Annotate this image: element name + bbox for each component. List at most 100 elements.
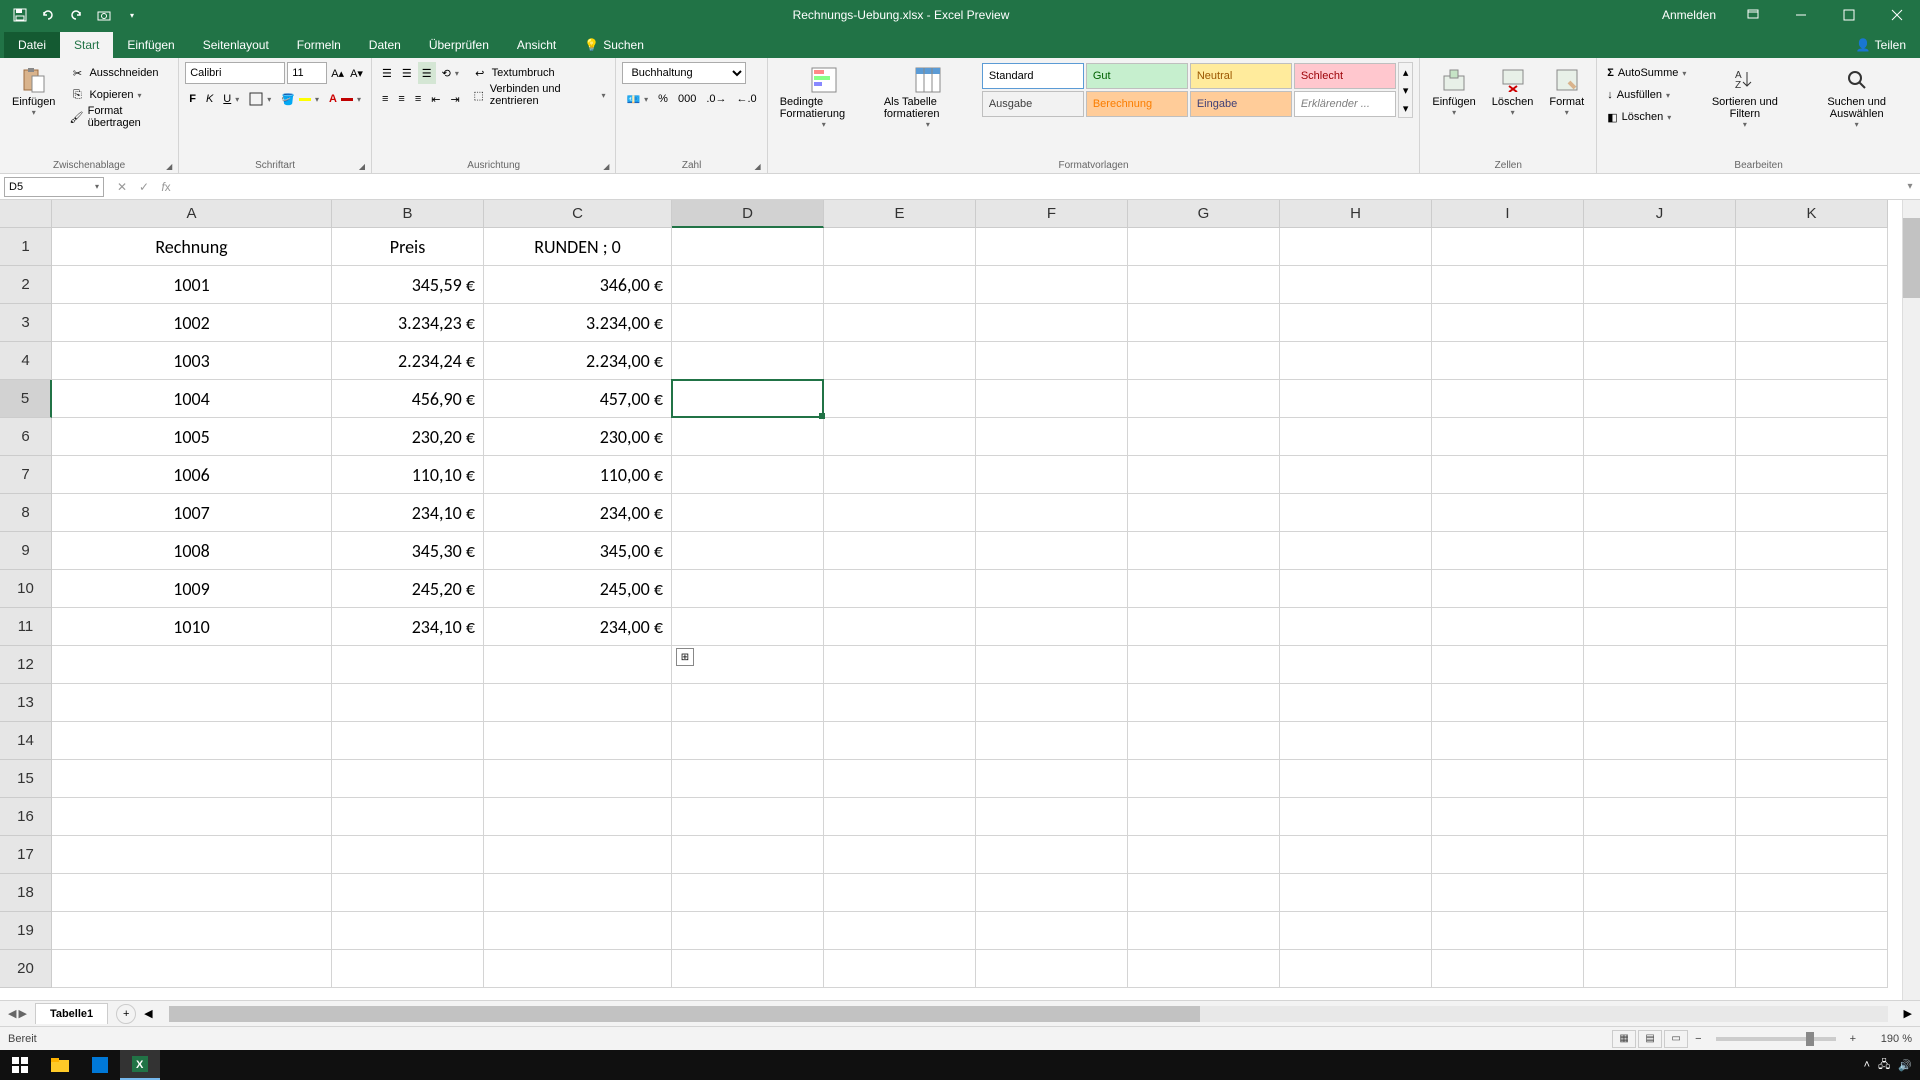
cell[interactable] (672, 494, 824, 532)
cell[interactable] (824, 760, 976, 798)
row-header[interactable]: 4 (0, 342, 52, 380)
insert-cells-button[interactable]: Einfügen▾ (1426, 62, 1481, 119)
column-header[interactable]: J (1584, 200, 1736, 228)
cell[interactable] (824, 342, 976, 380)
vertical-scrollbar[interactable] (1902, 200, 1920, 1000)
cell[interactable] (1584, 266, 1736, 304)
cell[interactable] (1280, 570, 1432, 608)
cell[interactable] (672, 912, 824, 950)
cell[interactable] (976, 532, 1128, 570)
formula-input[interactable] (180, 177, 1900, 197)
copy-button[interactable]: ⎘Kopieren▾ (65, 84, 172, 106)
cell[interactable] (976, 570, 1128, 608)
cell[interactable] (1432, 570, 1584, 608)
cell[interactable] (1280, 912, 1432, 950)
align-bottom-button[interactable]: ☰ (418, 62, 436, 84)
cell[interactable]: 234,00 € (484, 608, 672, 646)
cell[interactable]: 234,10 € (332, 494, 484, 532)
cell[interactable] (1128, 228, 1280, 266)
cell[interactable] (1736, 380, 1888, 418)
tab-pagelayout[interactable]: Seitenlayout (189, 32, 283, 58)
cell[interactable] (824, 228, 976, 266)
cell[interactable] (824, 950, 976, 988)
align-left-button[interactable]: ≡ (378, 88, 392, 110)
orientation-button[interactable]: ⟲▾ (438, 62, 463, 84)
cell[interactable] (332, 760, 484, 798)
cell[interactable] (1432, 684, 1584, 722)
column-header[interactable]: F (976, 200, 1128, 228)
italic-button[interactable]: K (202, 88, 217, 110)
cell[interactable] (1128, 570, 1280, 608)
horizontal-scrollbar[interactable]: ◀ ▶ (136, 1006, 1920, 1022)
cell[interactable] (1432, 304, 1584, 342)
cut-button[interactable]: ✂Ausschneiden (65, 62, 172, 84)
cell[interactable]: 1008 (52, 532, 332, 570)
cell[interactable] (332, 646, 484, 684)
launcher-icon[interactable]: ◢ (603, 162, 609, 171)
cell[interactable] (1736, 912, 1888, 950)
cell[interactable] (1432, 380, 1584, 418)
cell[interactable] (976, 494, 1128, 532)
add-sheet-button[interactable]: + (116, 1004, 136, 1024)
cell[interactable] (1280, 532, 1432, 570)
sheet-nav-prev-button[interactable]: ◀ (8, 1007, 16, 1020)
launcher-icon[interactable]: ◢ (755, 162, 761, 171)
indent-decrease-button[interactable]: ⇤ (427, 88, 444, 110)
cell[interactable] (1584, 836, 1736, 874)
row-header[interactable]: 11 (0, 608, 52, 646)
cell[interactable]: 1009 (52, 570, 332, 608)
normal-view-button[interactable]: ▦ (1612, 1030, 1636, 1048)
cell[interactable]: 1002 (52, 304, 332, 342)
percent-button[interactable]: % (654, 88, 672, 110)
cell[interactable] (52, 684, 332, 722)
row-header[interactable]: 10 (0, 570, 52, 608)
autofill-options-button[interactable]: ⊞ (676, 648, 694, 666)
cell[interactable] (976, 874, 1128, 912)
cell[interactable] (672, 722, 824, 760)
cell[interactable] (1432, 722, 1584, 760)
minimize-icon[interactable] (1778, 0, 1824, 30)
cell[interactable]: 230,00 € (484, 418, 672, 456)
autosum-button[interactable]: ΣAutoSumme▾ (1603, 62, 1690, 84)
cell[interactable] (1736, 532, 1888, 570)
cell[interactable] (1280, 266, 1432, 304)
cell[interactable] (1280, 608, 1432, 646)
cell[interactable]: 1005 (52, 418, 332, 456)
wrap-text-button[interactable]: ↩Textumbruch (468, 62, 610, 84)
cell[interactable] (332, 912, 484, 950)
cell[interactable] (1128, 874, 1280, 912)
cell[interactable] (1128, 418, 1280, 456)
cell[interactable] (1736, 342, 1888, 380)
cell[interactable] (52, 760, 332, 798)
cell[interactable] (1432, 798, 1584, 836)
cell[interactable]: RUNDEN ; 0 (484, 228, 672, 266)
cell[interactable] (824, 304, 976, 342)
cell[interactable] (1584, 684, 1736, 722)
share-button[interactable]: 👤Teilen (1842, 32, 1920, 58)
qat-customize-icon[interactable]: ▾ (120, 3, 144, 27)
cell[interactable]: 110,10 € (332, 456, 484, 494)
cell[interactable] (1736, 760, 1888, 798)
cell[interactable] (976, 798, 1128, 836)
cell[interactable] (1128, 646, 1280, 684)
cell[interactable] (824, 912, 976, 950)
cell[interactable] (1280, 874, 1432, 912)
cell[interactable] (1280, 798, 1432, 836)
cell[interactable] (976, 950, 1128, 988)
cell[interactable] (824, 380, 976, 418)
cell[interactable] (672, 342, 824, 380)
currency-button[interactable]: 💶▾ (622, 88, 652, 110)
align-middle-button[interactable]: ☰ (398, 62, 416, 84)
cell[interactable] (1584, 798, 1736, 836)
decrease-font-button[interactable]: A▾ (348, 62, 365, 84)
tab-review[interactable]: Überprüfen (415, 32, 503, 58)
cell[interactable] (484, 798, 672, 836)
cell[interactable] (672, 646, 824, 684)
indent-increase-button[interactable]: ⇥ (446, 88, 463, 110)
cell[interactable] (824, 494, 976, 532)
cell[interactable]: 245,00 € (484, 570, 672, 608)
launcher-icon[interactable]: ◢ (359, 162, 365, 171)
cell[interactable] (1128, 912, 1280, 950)
align-center-button[interactable]: ≡ (394, 88, 408, 110)
cell[interactable] (976, 228, 1128, 266)
